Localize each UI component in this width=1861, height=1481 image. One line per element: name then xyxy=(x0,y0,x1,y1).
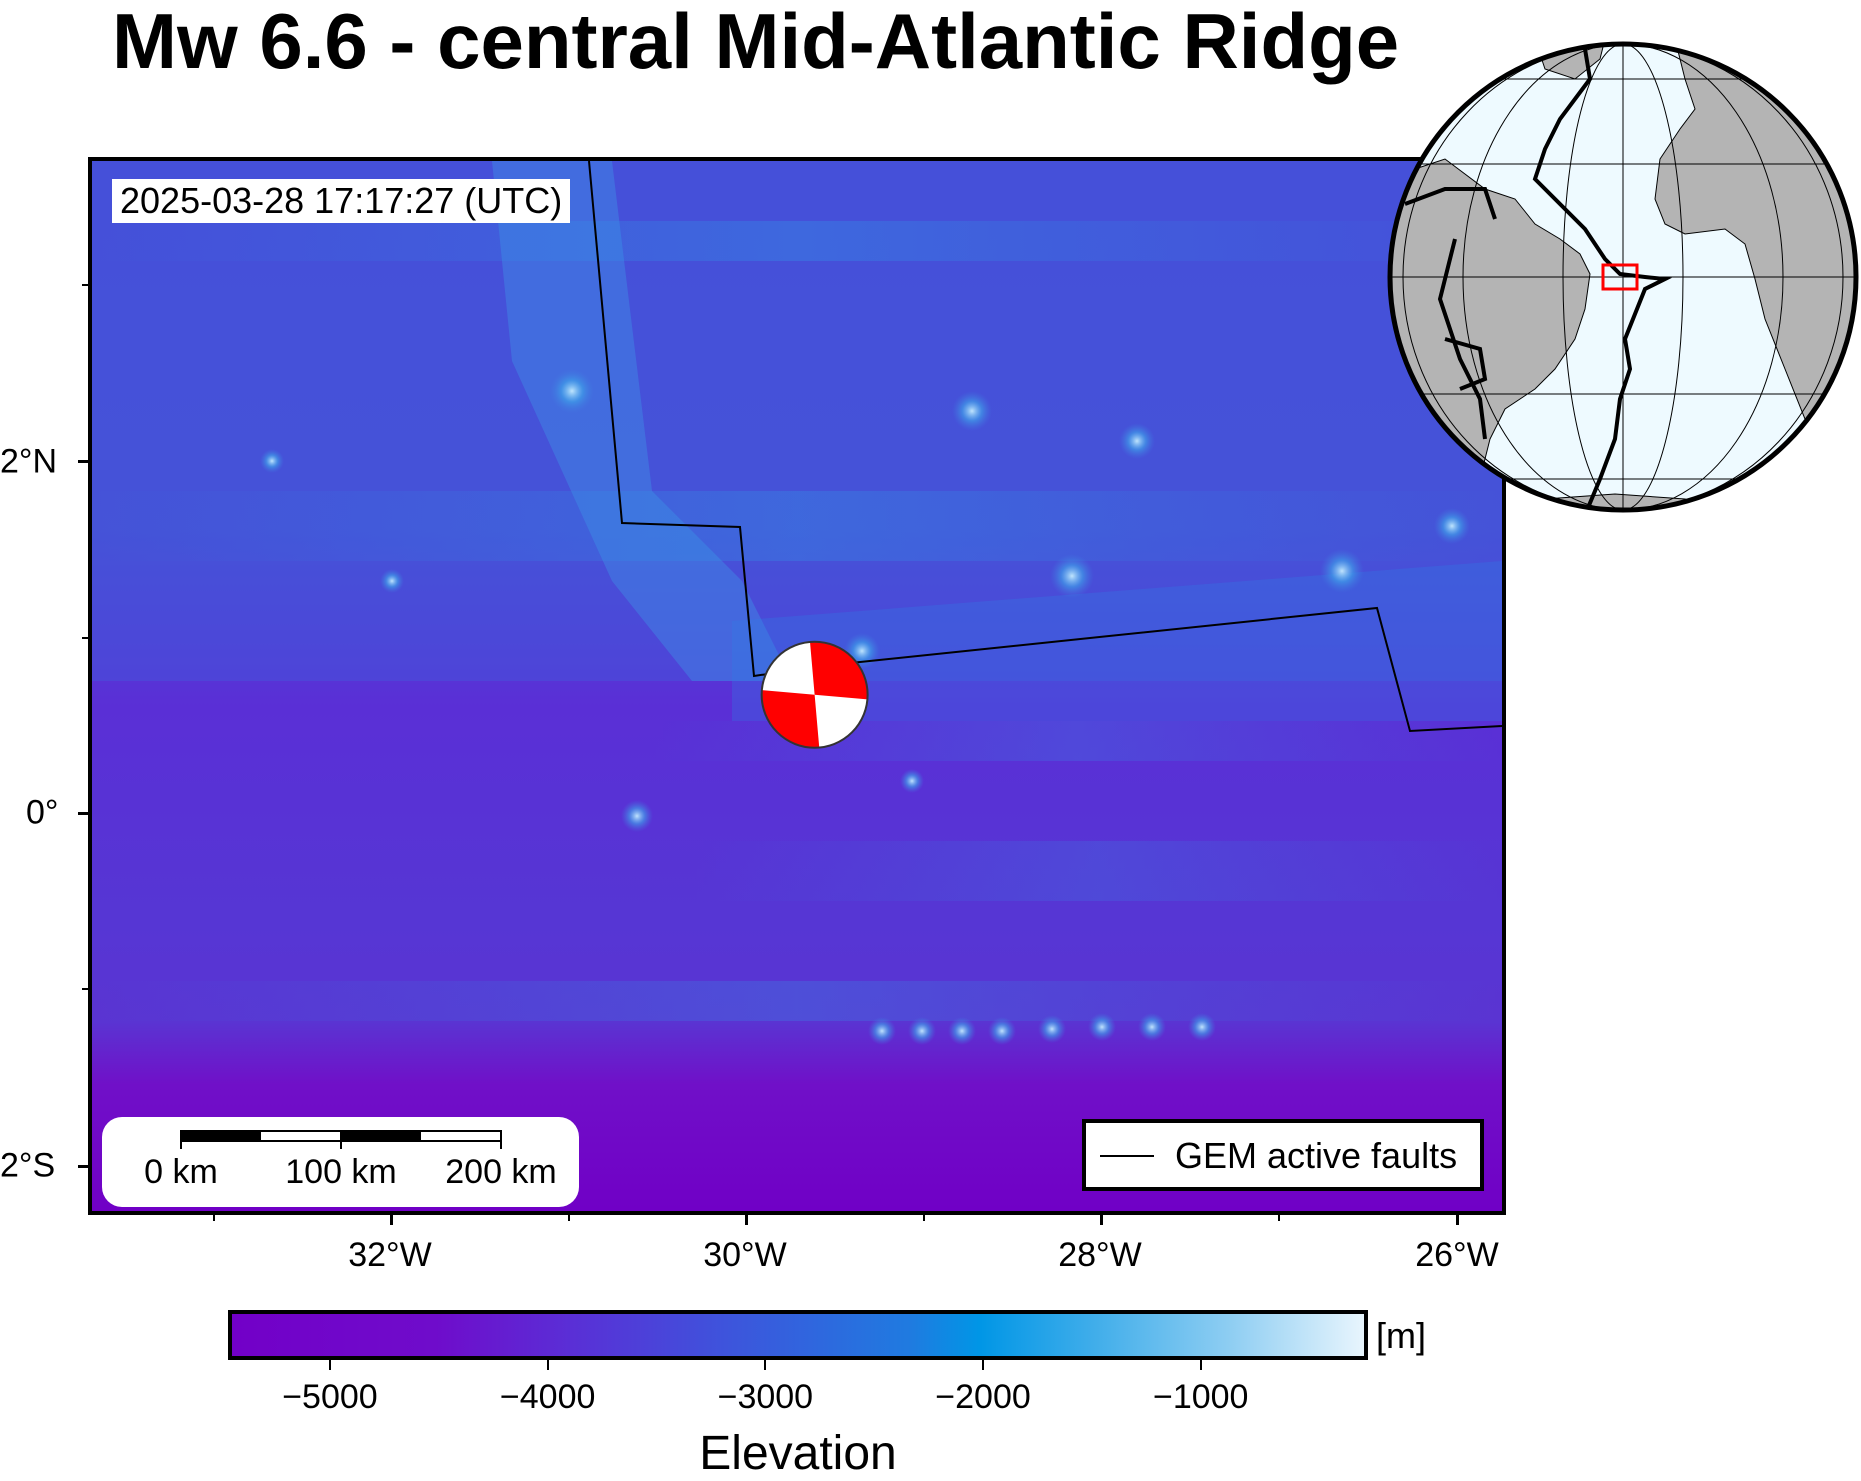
fault-legend-label: GEM active faults xyxy=(1175,1135,1458,1176)
colorbar-tick-label: −1000 xyxy=(1152,1378,1249,1416)
colorbar-unit: [m] xyxy=(1376,1315,1426,1356)
lon-label-26w: 26°W xyxy=(1415,1236,1499,1274)
colorbar-tick xyxy=(1199,1360,1202,1370)
globe-locator-inset[interactable] xyxy=(1385,39,1861,515)
beachball-compression-ne xyxy=(810,641,868,700)
colorbar-tick-label: −4000 xyxy=(499,1378,596,1416)
colorbar-tick-label: −3000 xyxy=(717,1378,814,1416)
lon-label-28w: 28°W xyxy=(1058,1236,1142,1274)
beachball-compression-sw xyxy=(761,690,820,748)
colorbar-title: Elevation xyxy=(699,1427,897,1480)
colorbar-tick-label: −5000 xyxy=(282,1378,378,1416)
colorbar-tick xyxy=(546,1360,549,1370)
bathymetry-map[interactable] xyxy=(92,161,1502,1211)
scale-label-0: 0 km xyxy=(144,1153,218,1191)
colorbar-tick xyxy=(982,1360,985,1370)
colorbar-tick xyxy=(764,1360,767,1370)
lon-label-32w: 32°W xyxy=(348,1236,432,1274)
colorbar-tick xyxy=(328,1360,331,1370)
focal-mechanism-beachball[interactable] xyxy=(760,640,869,749)
lat-label-0: 0° xyxy=(26,793,59,832)
map-legend: GEM active faults xyxy=(1082,1119,1484,1191)
map-title: Mw 6.6 - central Mid-Atlantic Ridge xyxy=(112,0,1400,85)
colorbar-tick-label: −2000 xyxy=(935,1378,1031,1416)
scale-bar: 0 km 100 km 200 km xyxy=(102,1117,579,1207)
event-timestamp: 2025-03-28 17:17:27 (UTC) xyxy=(112,179,571,223)
locator-box xyxy=(1601,263,1639,291)
scale-label-200: 200 km xyxy=(445,1153,557,1191)
seamounts xyxy=(260,369,1470,1045)
elevation-colorbar xyxy=(228,1310,1368,1360)
scale-label-100: 100 km xyxy=(285,1153,397,1191)
fault-legend-line xyxy=(1100,1155,1154,1157)
lat-label-2s: 2°S xyxy=(0,1146,56,1185)
lon-label-30w: 30°W xyxy=(703,1236,787,1274)
lat-label-2n: 2°N xyxy=(0,442,58,481)
map-frame[interactable]: 2025-03-28 17:17:27 (UTC) 0 km 100 km 20… xyxy=(88,157,1506,1215)
